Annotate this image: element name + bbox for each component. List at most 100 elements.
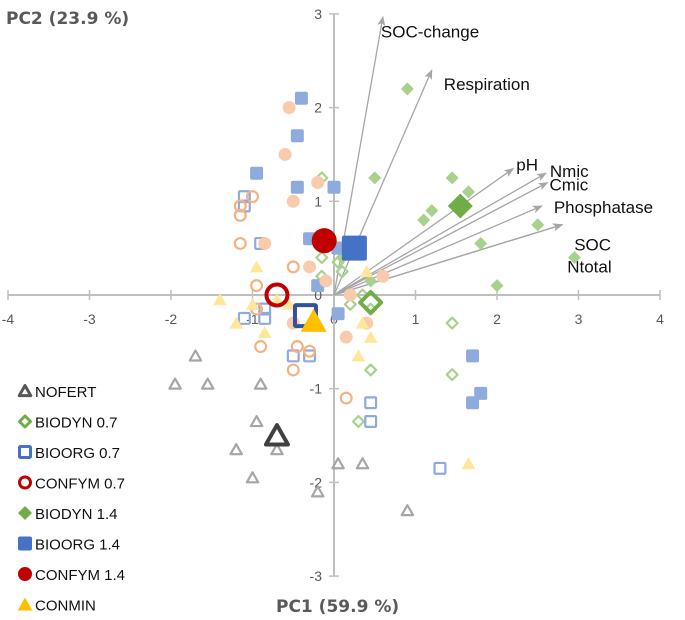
point-confym-1-4 bbox=[278, 147, 292, 161]
point-biodyn-1-4 bbox=[368, 171, 382, 185]
legend-label: CONFYM 0.7 bbox=[35, 476, 125, 493]
point-conmin bbox=[359, 265, 374, 278]
legend-label: CONFYM 1.4 bbox=[35, 567, 125, 584]
x-tick-label: 4 bbox=[656, 311, 664, 327]
point-confym-0-7 bbox=[254, 340, 268, 354]
point-biodyn-0-7 bbox=[351, 414, 365, 428]
point-confym-1-4 bbox=[303, 260, 317, 274]
point-bioorg-1-4 bbox=[466, 396, 480, 410]
legend-label: BIOORG 1.4 bbox=[35, 537, 120, 554]
x-tick-label: 3 bbox=[575, 311, 583, 327]
legend-label: BIOORG 0.7 bbox=[35, 445, 120, 462]
point-conmin bbox=[461, 457, 476, 470]
point-confym-0-7 bbox=[233, 236, 247, 250]
legend: NOFERT BIODYN 0.7 BIOORG 0.7 CONFYM 0.7 BIOD… bbox=[17, 384, 125, 615]
legend-marker-confym-0-7 bbox=[18, 475, 32, 490]
y-axis-title: PC2 (23.9 %) bbox=[6, 9, 129, 29]
y-tick-label: -1 bbox=[310, 381, 323, 397]
y-tick-label: 3 bbox=[314, 6, 322, 22]
y-tick-label: -3 bbox=[310, 568, 323, 584]
point-biodyn-1-4 bbox=[567, 251, 581, 265]
loading-label: Cmic bbox=[550, 176, 589, 195]
x-tick-label: -3 bbox=[83, 311, 96, 327]
point-confym-0-7 bbox=[303, 344, 317, 358]
point-confym-0-7 bbox=[250, 279, 264, 293]
mean-conmin bbox=[300, 308, 327, 332]
point-bioorg-1-4 bbox=[290, 129, 304, 143]
point-biodyn-0-7 bbox=[343, 297, 357, 311]
point-conmin bbox=[282, 297, 296, 310]
point-conmin bbox=[363, 330, 378, 343]
point-biodyn-0-7 bbox=[364, 363, 378, 377]
point-conmin bbox=[270, 293, 284, 306]
point-nofert bbox=[400, 504, 415, 517]
x-tick-label: 2 bbox=[493, 311, 501, 327]
point-bioorg-1-4 bbox=[327, 180, 341, 194]
point-bioorg-0-7 bbox=[303, 349, 317, 363]
point-bioorg-0-7 bbox=[258, 311, 272, 325]
point-biodyn-1-4 bbox=[400, 82, 414, 96]
legend-marker-biodyn-1-4 bbox=[18, 506, 32, 520]
point-conmin bbox=[213, 293, 227, 306]
loading-label: pH bbox=[516, 156, 538, 175]
legend-marker-confym-1-4 bbox=[18, 567, 32, 581]
point-nofert bbox=[168, 377, 182, 390]
legend-label: BIODYN 0.7 bbox=[35, 415, 118, 432]
point-confym-1-4 bbox=[343, 288, 357, 302]
point-confym-0-7 bbox=[339, 391, 353, 405]
point-conmin bbox=[355, 316, 370, 329]
y-tick-label: 0 bbox=[314, 287, 322, 303]
group-means bbox=[263, 193, 473, 447]
point-biodyn-1-4 bbox=[474, 236, 488, 250]
loading-label: Phosphatase bbox=[554, 198, 653, 217]
point-biodyn-1-4 bbox=[417, 213, 431, 227]
point-bioorg-0-7 bbox=[433, 461, 447, 475]
point-bioorg-0-7 bbox=[364, 396, 378, 410]
loading-label: Ntotal bbox=[567, 258, 611, 277]
point-conmin bbox=[229, 316, 244, 329]
loading-label: SOC bbox=[574, 236, 611, 255]
point-nofert bbox=[249, 414, 264, 428]
legend-marker-bioorg-0-7 bbox=[18, 445, 32, 459]
point-conmin bbox=[249, 260, 264, 273]
point-nofert bbox=[200, 377, 215, 390]
legend-marker-biodyn-0-7 bbox=[18, 414, 32, 429]
mean-confym-1-4 bbox=[311, 228, 337, 254]
x-tick-label: -4 bbox=[2, 311, 15, 327]
y-tick-label: 1 bbox=[314, 193, 322, 209]
point-bioorg-1-4 bbox=[466, 349, 480, 363]
point-bioorg-0-7 bbox=[237, 311, 251, 325]
point-bioorg-1-4 bbox=[294, 91, 308, 105]
point-confym-1-4 bbox=[319, 274, 333, 288]
point-biodyn-1-4 bbox=[461, 185, 475, 199]
x-tick-label: -2 bbox=[165, 311, 178, 327]
point-biodyn-0-7 bbox=[445, 368, 459, 382]
point-bioorg-1-4 bbox=[331, 307, 345, 321]
point-nofert bbox=[253, 377, 268, 390]
point-confym-0-7 bbox=[286, 260, 300, 274]
mean-confym-0-7 bbox=[264, 282, 290, 308]
mean-nofert bbox=[263, 423, 290, 447]
loading-label: Respiration bbox=[444, 75, 530, 94]
point-confym-1-4 bbox=[286, 194, 300, 208]
point-confym-0-7 bbox=[233, 208, 247, 222]
point-confym-0-7 bbox=[233, 199, 247, 213]
point-nofert bbox=[355, 457, 370, 470]
point-nofert bbox=[331, 457, 345, 470]
point-biodyn-1-4 bbox=[490, 279, 504, 293]
mean-biodyn-0-7 bbox=[358, 289, 384, 315]
point-conmin bbox=[257, 325, 272, 339]
point-nofert bbox=[188, 349, 203, 362]
legend-marker-conmin bbox=[17, 597, 33, 611]
point-nofert bbox=[310, 485, 325, 498]
point-biodyn-1-4 bbox=[425, 204, 439, 218]
point-confym-1-4 bbox=[282, 101, 296, 115]
mean-bioorg-1-4 bbox=[341, 235, 367, 261]
legend-marker-nofert bbox=[17, 384, 33, 398]
point-biodyn-1-4 bbox=[364, 274, 378, 288]
point-confym-0-7 bbox=[286, 363, 300, 377]
y-tick-label: 2 bbox=[314, 100, 322, 116]
